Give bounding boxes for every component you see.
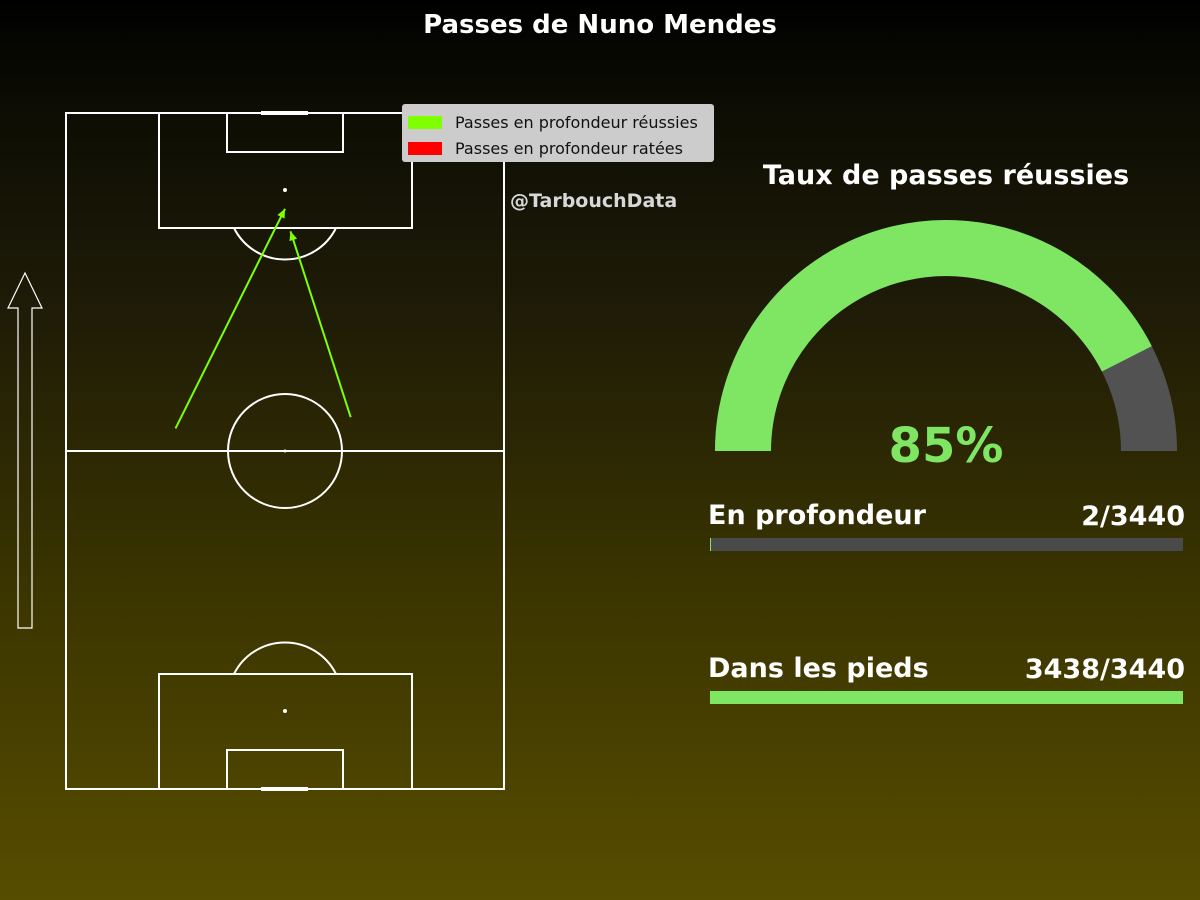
stat-bar-deep <box>710 538 1183 551</box>
chart-title: Passes de Nuno Mendes <box>423 10 777 40</box>
legend-label-success: Passes en profondeur réussies <box>455 112 698 132</box>
stat-label-deep: En profondeur <box>708 500 926 531</box>
stat-value-deep: 2/3440 <box>1081 501 1185 532</box>
pass-line-0-1 <box>289 230 352 418</box>
top-six-yard-box <box>226 112 344 153</box>
pass-layer <box>174 208 352 429</box>
legend-swatch-success <box>408 115 442 129</box>
top-penalty-spot <box>283 188 287 192</box>
legend: Passes en profondeur réussies Passes en … <box>402 104 714 162</box>
attack-direction-arrow <box>7 271 43 629</box>
stat-bar-feet <box>710 691 1183 704</box>
gauge-title: Taux de passes réussies <box>762 160 1130 191</box>
stat-value-feet: 3438/3440 <box>1024 654 1185 685</box>
legend-item-fail: Passes en profondeur ratées <box>408 135 708 161</box>
pitch-diagram <box>7 111 505 791</box>
pass-arrowhead-0-1 <box>289 231 298 242</box>
pass-line-0-0 <box>174 208 286 429</box>
top-penalty-arc <box>233 227 337 261</box>
top-penalty-box <box>158 112 413 229</box>
stat-bar-fill-feet <box>710 691 1183 704</box>
legend-swatch-fail <box>408 141 442 155</box>
bottom-six-yard-box <box>226 749 344 790</box>
legend-label-fail: Passes en profondeur ratées <box>455 138 683 158</box>
bottom-penalty-arc <box>233 641 337 675</box>
gauge-chart <box>715 220 1177 452</box>
stat-label-feet: Dans les pieds <box>708 653 929 684</box>
bottom-penalty-spot <box>283 709 287 713</box>
gauge-value: 85% <box>888 418 1004 474</box>
watermark: @TarbouchData <box>510 190 678 212</box>
legend-item-success: Passes en profondeur réussies <box>408 109 708 135</box>
pass-arrowhead-0-0 <box>277 208 285 219</box>
gauge-fill-arc <box>715 220 1152 452</box>
center-spot <box>283 449 287 453</box>
bottom-penalty-box <box>158 673 413 790</box>
center-circle <box>227 393 343 509</box>
